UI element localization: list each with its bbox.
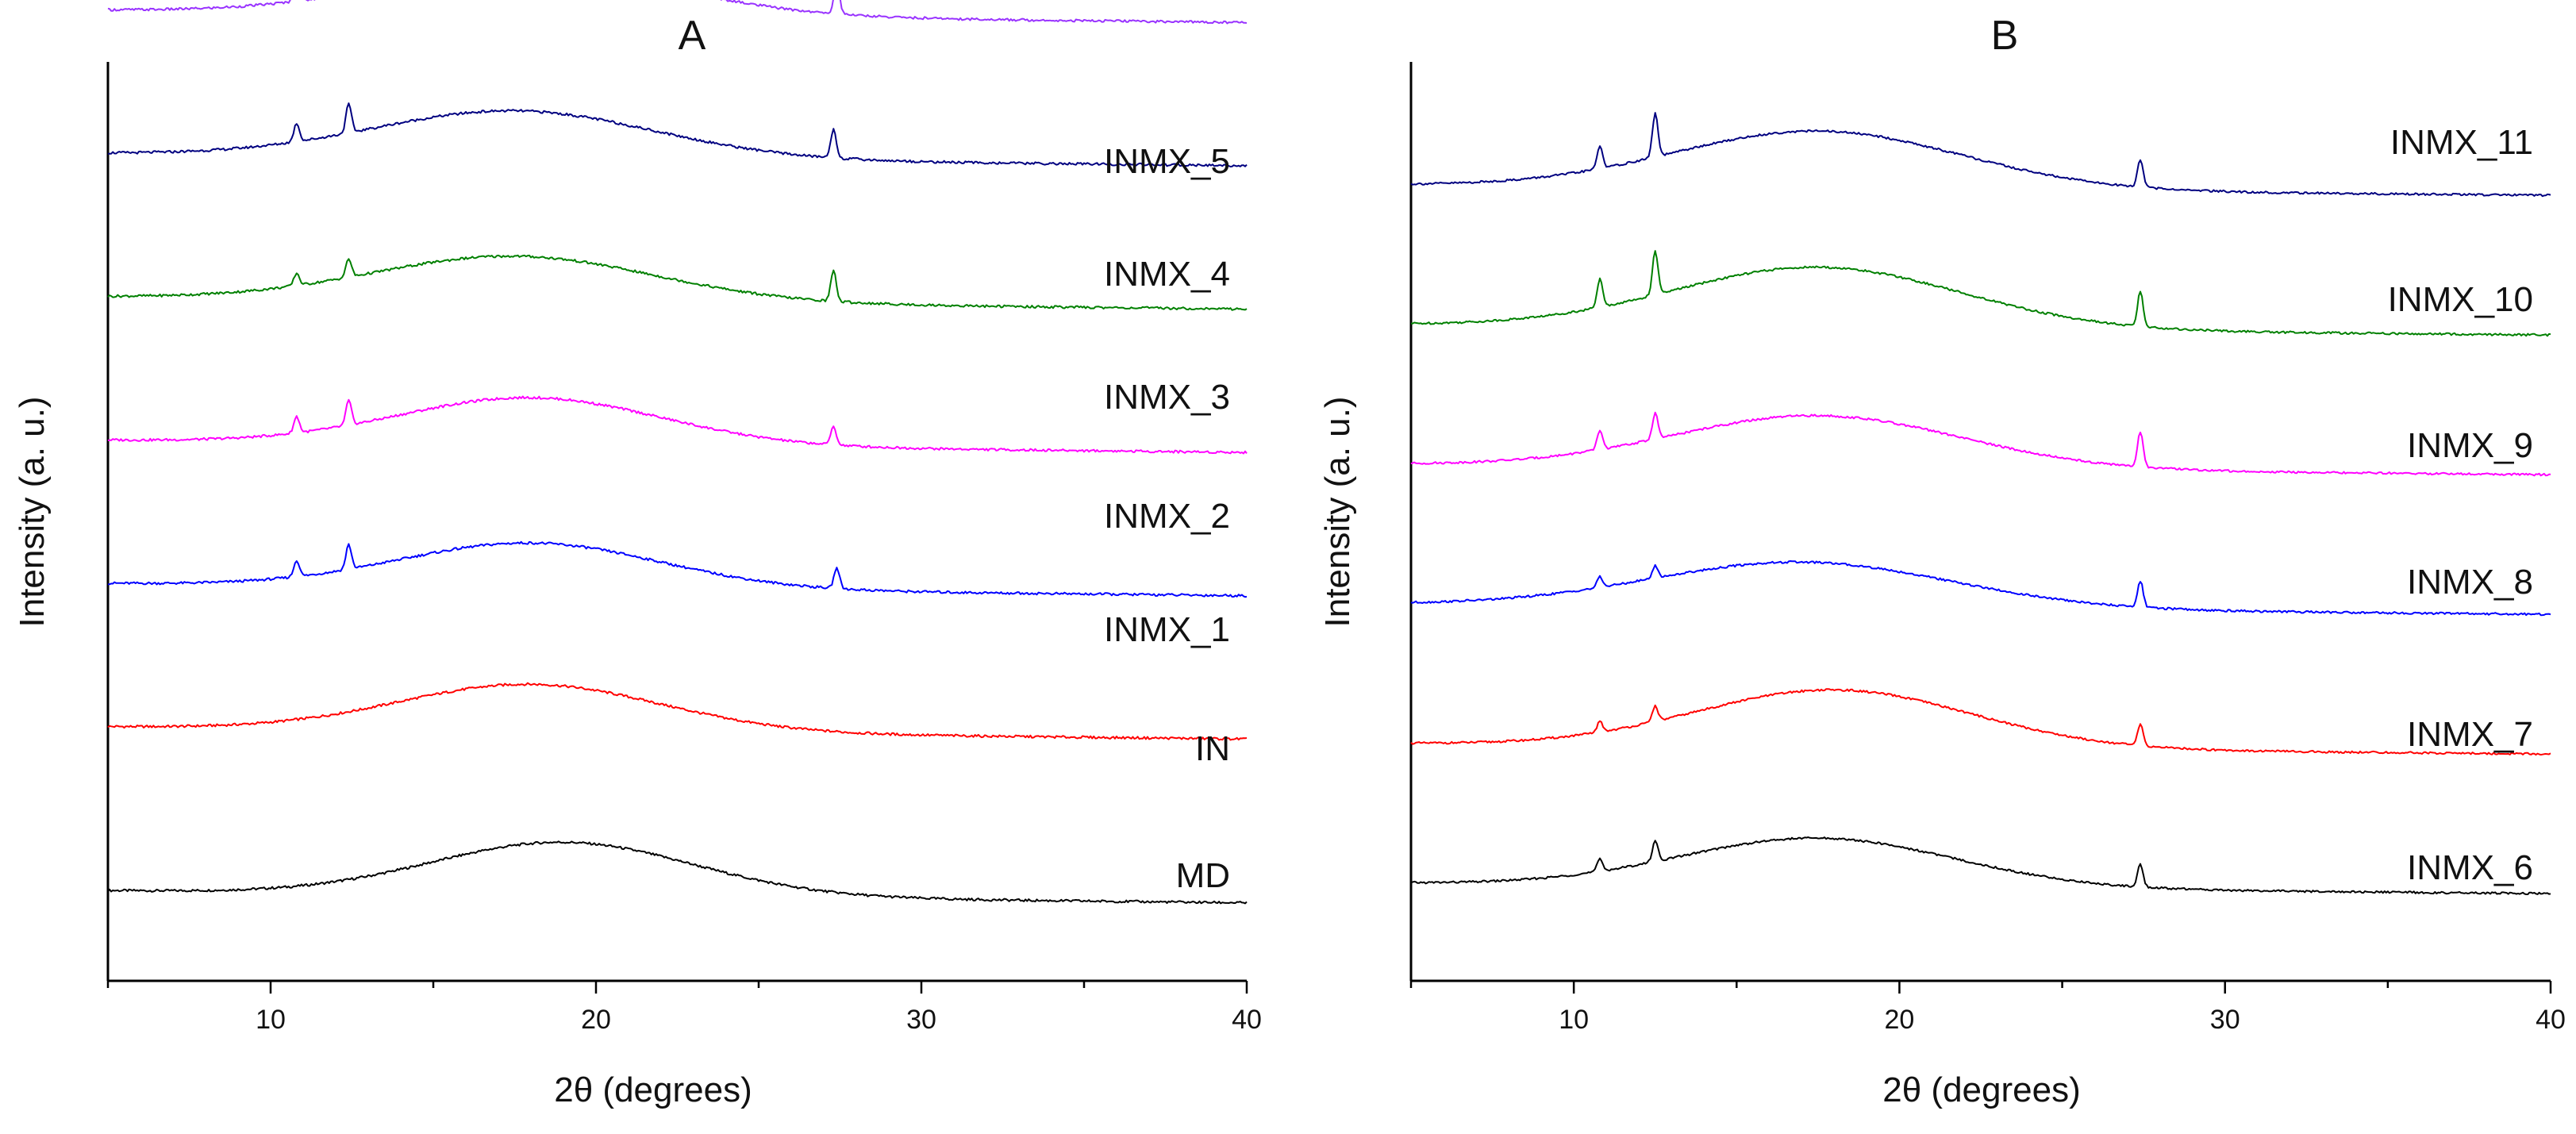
panel-a-series-INMX_3 bbox=[107, 254, 1248, 311]
panel-a-series-label-INMX_2: INMX_2 bbox=[1104, 497, 1230, 536]
panel-b-x-axis-title: 2θ (degrees) bbox=[1882, 1071, 2080, 1109]
panel-a-series-INMX_2 bbox=[107, 395, 1248, 455]
panel-b-series-INMX_6 bbox=[1410, 836, 2551, 895]
panel-b-y-axis-title: Intensity (a. u.) bbox=[1318, 396, 1357, 627]
panel-b-series-INMX_7 bbox=[1410, 688, 2551, 756]
panel-b-x-tick-label-20: 20 bbox=[1885, 1005, 1915, 1035]
panel-b-title: B bbox=[1991, 13, 2019, 59]
panel-a-series-INMX_5 bbox=[107, 0, 1248, 25]
panel-a-series-label-MD: MD bbox=[1176, 856, 1230, 895]
panel-a-x-tick-label-40: 40 bbox=[1232, 1005, 1262, 1035]
panel-a-y-axis-title: Intensity (a. u.) bbox=[13, 396, 52, 627]
panel-a-title: A bbox=[679, 13, 706, 59]
panel-a-x-ticks: 10 20 30 40 bbox=[106, 981, 1262, 1035]
panel-b-x-tick-label-40: 40 bbox=[2536, 1005, 2566, 1035]
panel-a-x-tick-label-20: 20 bbox=[581, 1005, 611, 1035]
panel-a-traces: MD IN INMX_1 INMX_2 INMX_3 INMX_4 INMX_5 bbox=[107, 0, 1248, 905]
panel-a-series-IN bbox=[107, 682, 1248, 741]
panel-b-series-label-INMX_9: INMX_9 bbox=[2407, 426, 2533, 465]
panel-a-x-tick-label-10: 10 bbox=[256, 1005, 286, 1035]
panel-a-series-label-IN: IN bbox=[1195, 729, 1230, 768]
panel-b-traces: INMX_6 INMX_7 INMX_8 INMX_9 INMX_10 INMX_11 bbox=[1410, 112, 2551, 895]
panel-b-x-tick-label-10: 10 bbox=[1559, 1005, 1589, 1035]
panel-b-series-label-INMX_10: INMX_10 bbox=[2388, 280, 2533, 319]
panel-b-series-INMX_9 bbox=[1410, 411, 2551, 477]
panel-b-series-INMX_8 bbox=[1410, 560, 2551, 617]
panel-a-series-label-INMX_1: INMX_1 bbox=[1104, 610, 1230, 649]
panel-b-series-label-INMX_7: INMX_7 bbox=[2407, 715, 2533, 754]
panel-a-series-label-INMX_4: INMX_4 bbox=[1104, 255, 1230, 294]
panel-a-x-axis-title: 2θ (degrees) bbox=[554, 1071, 752, 1109]
panel-b-series-label-INMX_8: INMX_8 bbox=[2407, 563, 2533, 602]
panel-a-series-INMX_1 bbox=[107, 540, 1248, 598]
panel-b-series-INMX_11 bbox=[1410, 112, 2551, 198]
panel-a-series-INMX_4 bbox=[107, 102, 1248, 167]
panel-a-x-tick-label-30: 30 bbox=[906, 1005, 936, 1035]
panel-a-series-label-INMX_3: INMX_3 bbox=[1104, 378, 1230, 417]
panel-a-series-MD bbox=[107, 840, 1248, 905]
panel-a: A Intensity (a. u.) 2θ (degrees) 10 20 30 4… bbox=[13, 0, 1262, 1109]
panel-a-series-label-INMX_5: INMX_5 bbox=[1104, 142, 1230, 181]
panel-b-series-INMX_10 bbox=[1411, 250, 2551, 337]
panel-b-x-ticks: 10 20 30 40 bbox=[1409, 981, 2566, 1035]
panel-b-series-label-INMX_6: INMX_6 bbox=[2407, 848, 2533, 887]
panel-b: B Intensity (a. u.) 2θ (degrees) 10 20 30 4… bbox=[1318, 13, 2566, 1109]
panel-b-series-label-INMX_11: INMX_11 bbox=[2390, 123, 2533, 162]
panel-b-x-tick-label-30: 30 bbox=[2210, 1005, 2240, 1035]
